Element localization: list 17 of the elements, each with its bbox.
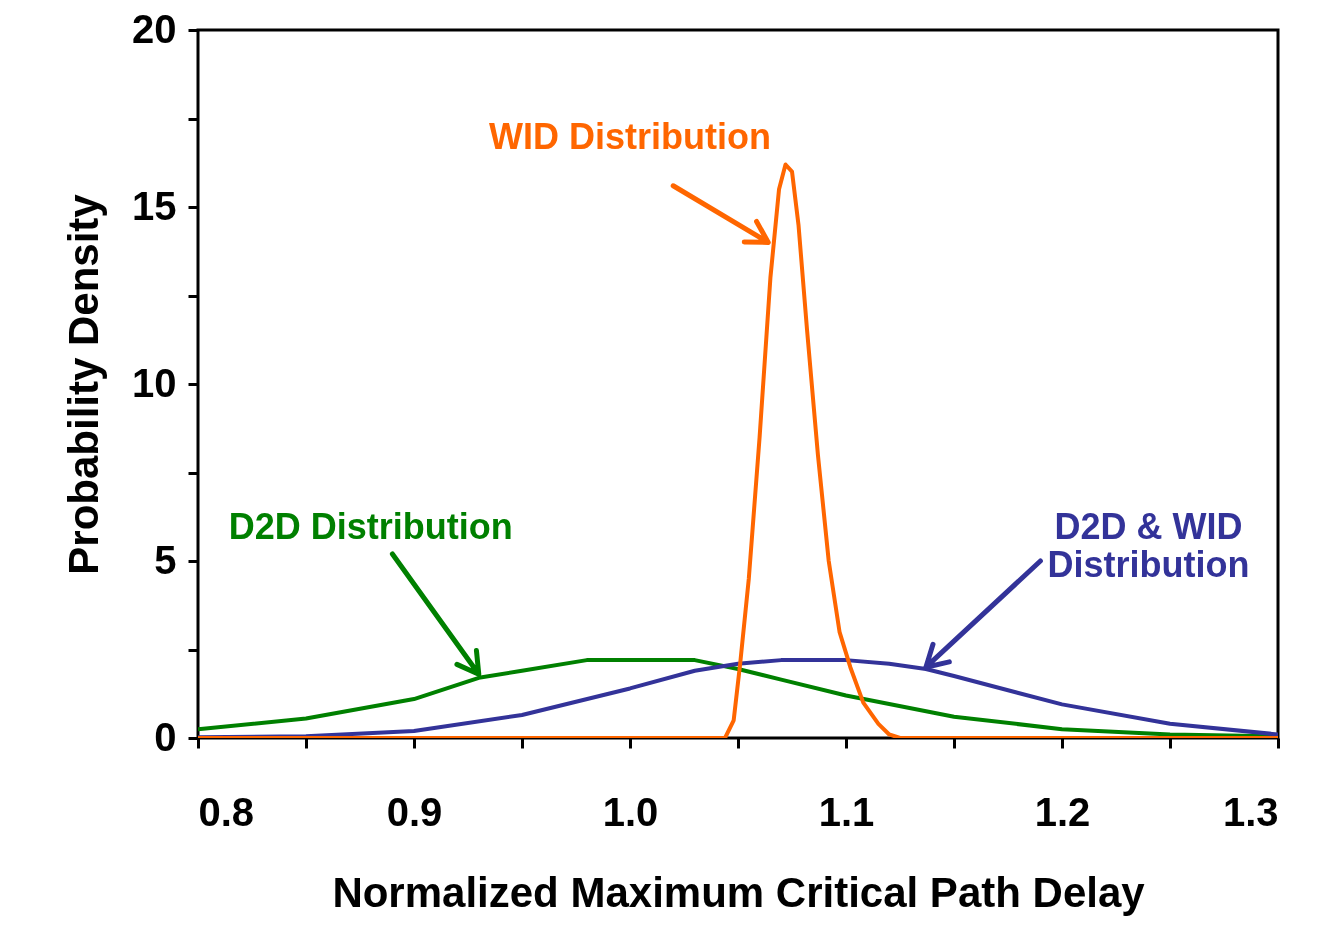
x-tick-label: 1.1	[818, 789, 875, 834]
x-axis-title: Normalized Maximum Critical Path Delay	[332, 868, 1146, 916]
y-tick-label: 5	[154, 537, 177, 582]
y-tick-label: 20	[132, 6, 177, 51]
x-tick-label: 0.8	[198, 789, 255, 834]
x-tick-label: 1.2	[1034, 789, 1091, 834]
x-tick-label: 1.0	[602, 789, 659, 834]
annotation: D2D & WID Distribution	[1047, 505, 1250, 585]
x-tick-label: 1.3	[1222, 789, 1279, 834]
line-series	[198, 162, 1278, 738]
x-tick-label: 0.9	[386, 789, 443, 834]
y-tick-label: 0	[154, 714, 177, 759]
y-axis-title: Probability Density	[60, 193, 108, 575]
annotation: D2D Distribution	[228, 505, 513, 547]
y-tick-label: 10	[132, 360, 177, 405]
y-tick-label: 15	[132, 183, 177, 228]
annotation: WID Distribution	[489, 116, 771, 158]
